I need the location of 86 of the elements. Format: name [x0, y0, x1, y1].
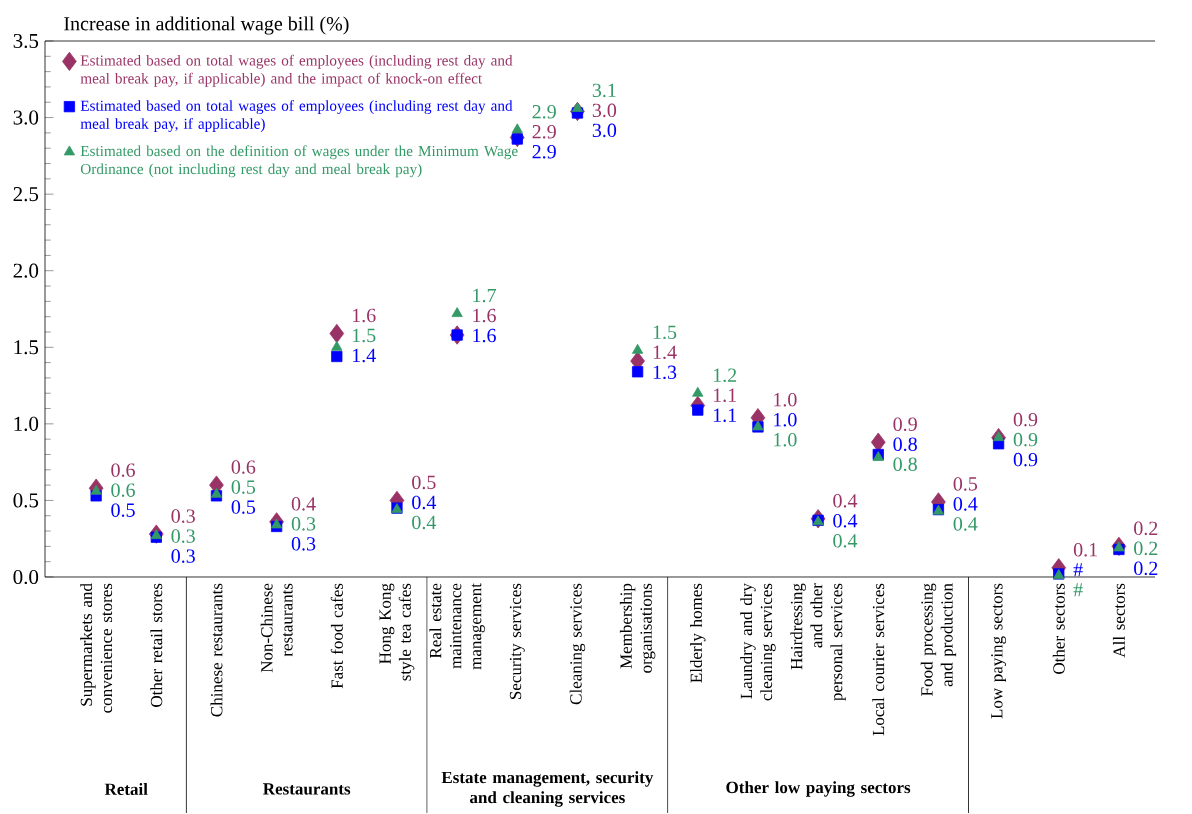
x-tick-label: Fast food cafes — [330, 583, 343, 689]
data-label: 1.4 — [653, 345, 677, 360]
x-tick-label: Low paying sectors — [991, 583, 1007, 719]
data-label: 0.4 — [833, 514, 858, 528]
legend-label: Estimated based on the definition of wages under the Minimum Wage Ordinance (not including rest day and meal break pay) — [80, 145, 518, 178]
x-tick-label: Hairdressing and other personal services — [790, 583, 846, 701]
data-label: 0.6 — [231, 460, 256, 474]
data-label: 0.3 — [171, 549, 195, 563]
data-label: 1.6 — [473, 328, 496, 343]
data-label: 1.0 — [774, 412, 797, 427]
y-tick-label: 3.0 — [13, 110, 39, 125]
y-axis-title: Increase in additional wage bill (%) — [64, 16, 349, 35]
x-tick-label: Chinese restaurants — [210, 583, 223, 717]
y-tick-label: 2.5 — [13, 187, 39, 202]
x-tick-label: Membership organisations — [619, 583, 656, 673]
data-label: 1.4 — [352, 348, 376, 363]
data-label: 3.0 — [592, 123, 617, 138]
data-label: 0.5 — [231, 480, 256, 494]
x-tick-label: Cleaning services — [569, 583, 586, 705]
data-label: 1.0 — [774, 432, 797, 447]
text: Other low paying sectors — [726, 781, 911, 797]
data-label: 0.4 — [953, 517, 978, 531]
data-label: 1.3 — [653, 365, 677, 380]
legend-label: Estimated based on total wages of employees (including rest day and meal break pay, if applicable) and the impact of knock-on effect — [80, 54, 513, 87]
y-tick-label: 2.0 — [13, 263, 39, 278]
y-tick-label: 0.5 — [13, 493, 39, 508]
data-label: 0.3 — [171, 529, 195, 543]
data-label: 2.9 — [532, 105, 556, 119]
data-label: 0.9 — [1013, 412, 1038, 427]
data-label: 0.6 — [111, 483, 135, 497]
x-tick-label: Elderly homes — [690, 583, 706, 683]
data-label: 0.9 — [893, 417, 917, 432]
data-label: 3.0 — [592, 103, 617, 118]
y-tick-label: 3.5 — [13, 33, 39, 49]
x-tick-label: Non-Chinese restaurants — [260, 583, 293, 673]
y-tick-label: 1.0 — [14, 416, 39, 431]
x-tick-label: Supermarkets and convenience stores — [80, 583, 113, 713]
data-label: 0.3 — [291, 517, 316, 531]
data-label: 0.4 — [412, 495, 437, 510]
x-tick-label: Security services — [509, 583, 525, 700]
data-label: 2.9 — [532, 125, 556, 139]
data-label: 0.4 — [953, 497, 978, 511]
data-label: 1.6 — [352, 308, 376, 323]
data-label: 0.4 — [833, 534, 858, 548]
data-label: # — [1073, 583, 1083, 597]
data-label: 1.0 — [774, 392, 797, 407]
text: Restaurants — [263, 783, 351, 795]
text: Retail — [104, 783, 148, 795]
data-label: 0.8 — [893, 437, 917, 452]
x-tick-label: Other retail stores — [150, 583, 163, 707]
data-label: 0.2 — [1134, 521, 1158, 536]
data-label: 1.7 — [473, 288, 496, 303]
data-label: 0.5 — [412, 475, 436, 490]
data-label: 0.4 — [833, 494, 858, 508]
data-label: 0.5 — [231, 500, 256, 514]
data-label: 0.8 — [893, 457, 917, 472]
data-label: 0.2 — [1134, 541, 1158, 556]
data-label: 1.1 — [713, 388, 736, 402]
data-label: 0.6 — [111, 463, 135, 477]
data-label: 0.9 — [1013, 432, 1038, 447]
x-tick-label: All sectors — [1112, 583, 1125, 658]
data-label: 0.5 — [111, 503, 135, 517]
legend-label: Estimated based on total wages of employees (including rest day and meal break pay, if applicable) — [80, 100, 513, 133]
y-tick-label: 1.5 — [14, 340, 39, 355]
data-label: 1.6 — [473, 308, 496, 323]
y-tick-label: 0.0 — [13, 569, 39, 585]
data-label: 0.9 — [1013, 452, 1038, 467]
data-label: 1.2 — [713, 368, 737, 382]
data-label: 1.5 — [653, 325, 677, 340]
data-label: 0.4 — [291, 497, 316, 511]
data-label: 1.1 — [713, 408, 736, 422]
x-tick-label: Other sectors — [1052, 583, 1065, 674]
data-label: 3.1 — [592, 83, 616, 98]
x-tick-label: Real estate maintenance management — [429, 583, 485, 670]
data-label: 0.3 — [171, 509, 195, 523]
data-label: # — [1073, 563, 1083, 577]
x-tick-label: Local courier services — [872, 583, 885, 736]
data-label: 0.2 — [1134, 561, 1158, 576]
x-tick-label: Food processing and production — [920, 583, 957, 696]
data-label: 0.5 — [953, 477, 978, 491]
data-label: 0.3 — [291, 537, 316, 551]
text: Estate management, security and cleaning services — [441, 771, 654, 807]
data-label: 1.5 — [352, 328, 376, 343]
data-label: 0.4 — [412, 515, 437, 530]
data-label: 0.1 — [1073, 543, 1097, 557]
data-label: 2.9 — [532, 145, 556, 159]
